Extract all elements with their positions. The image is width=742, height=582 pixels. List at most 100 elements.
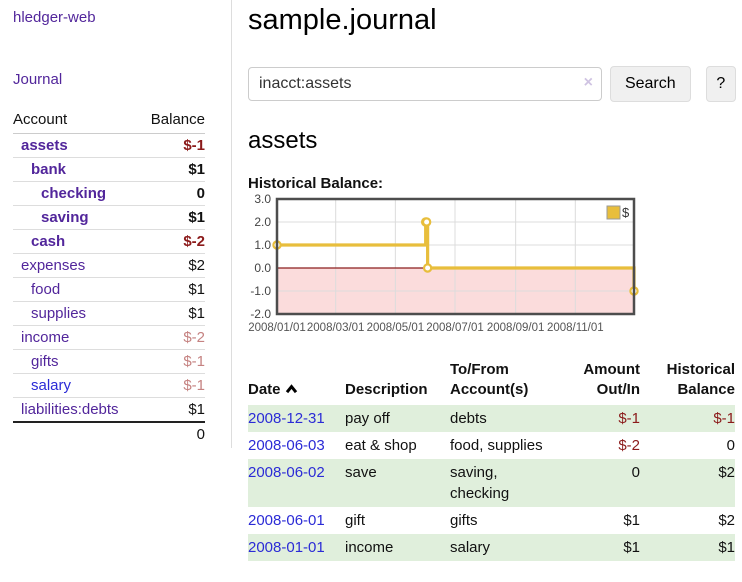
- account-row: cash $-2: [13, 229, 205, 254]
- register-description: gift: [345, 511, 366, 529]
- account-section-title: assets: [248, 127, 318, 154]
- account-balance: $1: [139, 277, 205, 302]
- sidebar-account-link-gifts[interactable]: gifts: [31, 353, 59, 370]
- svg-text:$: $: [622, 205, 630, 220]
- account-row: liabilities:debts $1: [13, 397, 205, 422]
- sidebar: hledger-web Journal Account Balance asse…: [0, 0, 231, 446]
- sidebar-item-journal[interactable]: Journal: [13, 71, 63, 88]
- sidebar-account-link-salary[interactable]: salary: [31, 377, 72, 394]
- register-amount: $-1: [560, 404, 640, 432]
- account-row: expenses $2: [13, 253, 205, 278]
- search-bar: × Search ?: [248, 66, 736, 102]
- register-amount: $1: [560, 533, 640, 561]
- svg-text:2008/01/01: 2008/01/01: [248, 322, 306, 334]
- account-row: income $-2: [13, 325, 205, 350]
- register-balance: $2: [718, 511, 735, 529]
- sidebar-account-link-expenses[interactable]: expenses: [21, 257, 86, 274]
- search-button[interactable]: Search: [609, 66, 691, 102]
- register-date-link[interactable]: 2008-06-02: [248, 463, 325, 481]
- sidebar-account-link-checking[interactable]: checking: [41, 185, 107, 202]
- sidebar-account-link-supplies[interactable]: supplies: [31, 305, 87, 322]
- register-col-description: Description: [345, 381, 428, 399]
- historical-balance-chart: $3.0 2.0 1.0 0.0 -1.0 -2.0 2008/01/01 2008/03/0…: [245, 192, 736, 348]
- register-balance: 0: [726, 436, 735, 454]
- account-row: gifts $-1: [13, 349, 205, 374]
- sidebar-account-link-income[interactable]: income: [21, 329, 70, 346]
- register-description: eat & shop: [345, 436, 417, 454]
- main-content: sample.journal × Search ? assets Histori…: [248, 0, 736, 561]
- account-row: food $1: [13, 277, 205, 302]
- account-row: checking 0: [13, 181, 205, 206]
- account-row: salary $-1: [13, 373, 205, 398]
- account-row: bank $1: [13, 157, 205, 182]
- register-tbody: 2008-12-31 pay off debts $-1 $-1 2008-06-03 ea…: [248, 404, 735, 561]
- register-balance: $2: [640, 458, 735, 507]
- register-row: 2008-06-02 save saving, checking 0 $2: [248, 458, 735, 507]
- account-balance: $-1: [139, 373, 205, 398]
- svg-text:2.0: 2.0: [254, 215, 271, 229]
- account-balance: $-1: [139, 349, 205, 374]
- account-balance: $1: [139, 397, 205, 422]
- register-accounts: food, supplies: [450, 436, 543, 454]
- search-input[interactable]: [248, 67, 602, 101]
- register-accounts: gifts: [450, 511, 478, 529]
- svg-text:0.0: 0.0: [254, 261, 271, 275]
- accounts-table: Account Balance assets $-1 bank $1 checking 0…: [13, 107, 205, 446]
- register-description: pay off: [345, 404, 450, 432]
- clear-search-icon[interactable]: ×: [583, 74, 593, 91]
- register-accounts: saving, checking: [450, 458, 560, 507]
- svg-text:2008/05/01: 2008/05/01: [367, 322, 425, 334]
- register-balance: $1: [640, 533, 735, 561]
- account-balance: $1: [139, 157, 205, 182]
- register-amount: $-2: [618, 436, 640, 454]
- register-col-amount: Amount Out/In: [583, 361, 640, 399]
- account-balance: $-2: [139, 325, 205, 350]
- register-description: income: [345, 533, 450, 561]
- chart-label: Historical Balance:: [248, 175, 384, 192]
- accounts-total-row: 0: [13, 421, 205, 446]
- register-table: Date Description To/From Account(s) Amou…: [248, 358, 735, 561]
- sidebar-account-link-cash[interactable]: cash: [31, 233, 66, 250]
- account-balance: 0: [139, 181, 205, 206]
- register-col-balance: Historical Balance: [666, 361, 735, 399]
- register-date-link[interactable]: 2008-01-01: [248, 538, 325, 556]
- account-balance: $1: [139, 205, 205, 230]
- register-amount: 0: [560, 458, 640, 507]
- sidebar-account-link-saving[interactable]: saving: [41, 209, 89, 226]
- register-row: 2008-12-31 pay off debts $-1 $-1: [248, 404, 735, 432]
- sidebar-account-link-assets[interactable]: assets: [21, 137, 68, 154]
- register-date-link[interactable]: 2008-06-03: [248, 436, 325, 454]
- svg-text:3.0: 3.0: [254, 193, 271, 206]
- register-amount: $1: [623, 511, 640, 529]
- accounts-tbody: assets $-1 bank $1 checking 0 saving $1 cash $-2 e…: [13, 134, 205, 422]
- register-date-link[interactable]: 2008-06-01: [248, 511, 325, 529]
- accounts-col-balance: Balance: [139, 107, 205, 134]
- svg-text:2008/11/01: 2008/11/01: [547, 322, 604, 334]
- register-balance: $-1: [640, 404, 735, 432]
- sidebar-account-link-bank[interactable]: bank: [31, 161, 67, 178]
- register-row: 2008-06-01 gift gifts $1 $2: [248, 507, 735, 534]
- svg-text:-1.0: -1.0: [250, 284, 271, 298]
- account-balance: $-2: [139, 229, 205, 254]
- accounts-col-account: Account: [13, 107, 140, 134]
- account-row: supplies $1: [13, 301, 205, 326]
- register-row: 2008-06-03 eat & shop food, supplies $-2 0: [248, 432, 735, 459]
- register-accounts: debts: [450, 404, 560, 432]
- sidebar-account-link-liabilities-debts[interactable]: liabilities:debts: [21, 401, 119, 418]
- help-button[interactable]: ?: [705, 66, 736, 102]
- register-col-date: Date: [248, 358, 345, 405]
- account-balance: $2: [139, 253, 205, 278]
- svg-text:-2.0: -2.0: [250, 307, 271, 321]
- accounts-total-value: 0: [139, 421, 205, 446]
- register-row: 2008-01-01 income salary $1 $1: [248, 533, 735, 561]
- svg-text:1.0: 1.0: [254, 238, 271, 252]
- account-balance: $-1: [183, 137, 205, 154]
- sidebar-account-link-food[interactable]: food: [31, 281, 61, 298]
- register-date-link[interactable]: 2008-12-31: [248, 409, 325, 427]
- account-balance: $1: [139, 301, 205, 326]
- svg-text:2008/09/01: 2008/09/01: [487, 322, 545, 334]
- sidebar-divider: [231, 0, 232, 448]
- sort-up-icon: [285, 380, 298, 400]
- brand-link[interactable]: hledger-web: [13, 9, 96, 26]
